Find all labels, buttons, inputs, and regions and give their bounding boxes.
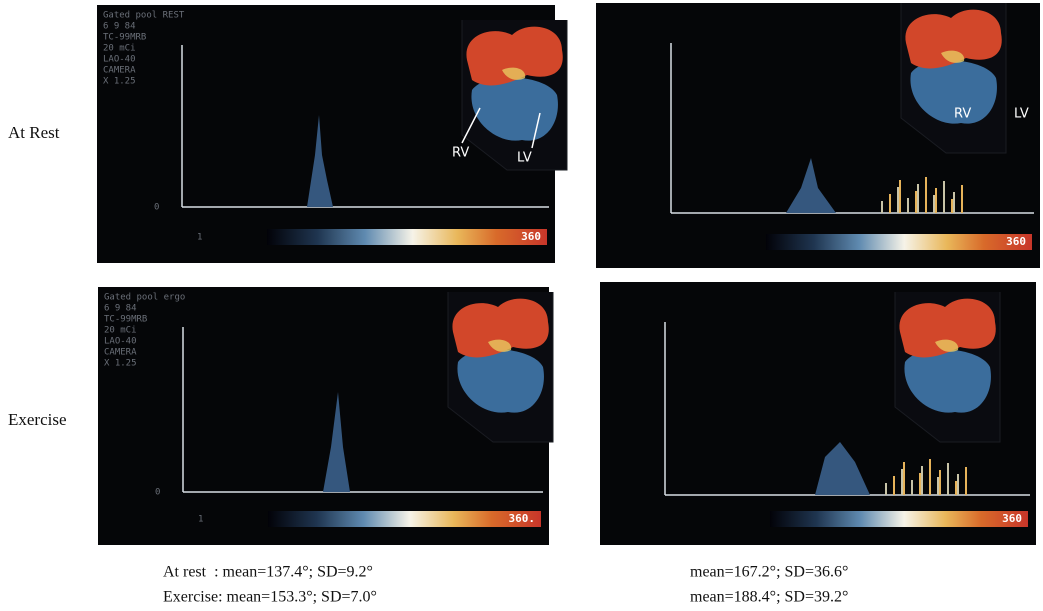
histogram-spike [965,467,967,495]
header-line: 20 mCi [104,326,137,336]
scale-min: 1 [198,515,203,525]
scale-min: 1 [197,233,202,243]
chamber-label: RV [954,107,971,122]
phase-image [462,20,567,170]
histogram-spike [925,177,927,213]
histogram-spike [961,185,963,213]
histogram-spike [901,469,903,495]
histogram-spike [935,188,937,213]
histogram-spike [897,187,899,213]
histogram-spike [889,194,891,213]
scale-max: 360. [509,512,536,525]
caption: At rest : mean=137.4°; SD=9.2° [163,564,373,581]
histogram-spike [947,463,949,495]
screen-panel: 360 RV LV [596,3,1040,268]
header-line: X 1.25 [103,77,136,87]
histogram-spike [893,476,895,495]
header-line: LAO-40 [104,337,137,347]
chamber-label: RV [452,146,469,161]
header-line: X 1.25 [104,359,137,369]
histogram-spike [939,470,941,495]
row-label: At Rest [8,123,60,142]
header-line: Gated pool REST [103,11,185,21]
phase-image [895,292,1000,442]
histogram-spike [929,459,931,495]
header-line: TC-99MRB [103,33,146,43]
phase-image [448,292,553,442]
histogram-spike [903,462,905,495]
header-line: TC-99MRB [104,315,147,325]
histogram-spike [915,191,917,213]
header-line: 6 9 84 [103,22,136,32]
histogram-spike [955,481,957,495]
chamber-label: LV [1014,107,1029,122]
histogram-spike [933,195,935,213]
phase-image [901,3,1006,153]
scale-max: 360 [1002,512,1022,525]
color-bar [267,229,547,245]
screen-panel: 360 [600,282,1036,545]
header-line: CAMERA [104,348,137,358]
histogram-spike [951,199,953,213]
histogram-spike [911,480,913,495]
histogram-spike [899,180,901,213]
histogram-spike [907,198,909,213]
caption: Exercise: mean=153.3°; SD=7.0° [163,589,377,606]
row-label: Exercise [8,410,67,429]
figure: At Rest Exercise At rest : mean=137.4°; … [0,0,1043,611]
histogram-spike [943,181,945,213]
chamber-label: LV [517,151,532,166]
histogram-spike [885,483,887,495]
histogram-spike [937,477,939,495]
histogram-spike [881,201,883,213]
histogram-spike [921,466,923,495]
histogram-spike [953,192,955,213]
scale-max: 360 [521,230,541,243]
color-bar [766,234,1032,250]
header-line: 6 9 84 [104,304,137,314]
axis-zero: 0 [155,488,160,498]
histogram-spike [917,184,919,213]
caption: mean=188.4°; SD=39.2° [690,589,848,606]
color-bar [268,511,541,527]
histogram-spike [957,474,959,495]
header-line: CAMERA [103,66,136,76]
header-line: LAO-40 [103,55,136,65]
header-line: 20 mCi [103,44,136,54]
header-line: Gated pool ergo [104,293,185,303]
color-bar [770,511,1028,527]
caption: mean=167.2°; SD=36.6° [690,564,848,581]
axis-zero: 0 [154,203,159,213]
histogram-spike [919,473,921,495]
scale-max: 360 [1006,235,1026,248]
